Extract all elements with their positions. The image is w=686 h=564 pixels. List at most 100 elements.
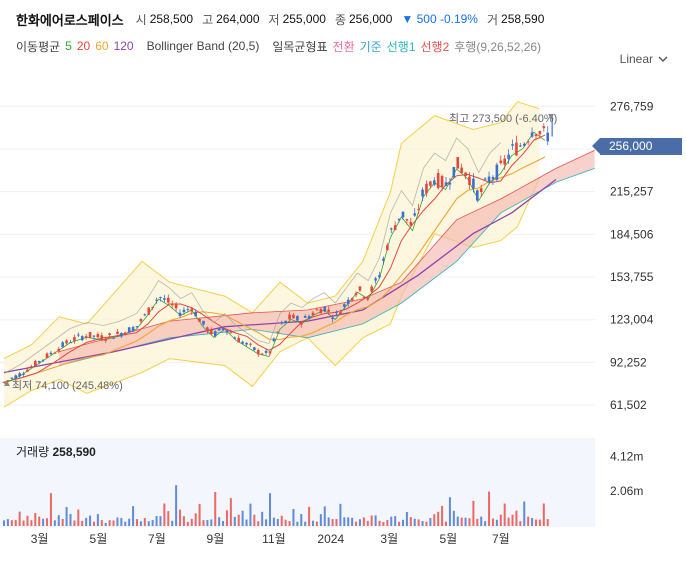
- volume-bar: [315, 521, 318, 526]
- volume-bar: [507, 517, 510, 526]
- volume-bar: [182, 516, 185, 526]
- candle-body: [2, 381, 6, 383]
- volume-bar: [14, 520, 17, 526]
- volume-bar: [202, 520, 205, 526]
- volume-bar: [73, 520, 76, 526]
- candle-body: [61, 342, 64, 347]
- candle-body: [186, 309, 190, 311]
- conversion-label[interactable]: 전환: [332, 39, 355, 54]
- candle-body: [237, 337, 240, 343]
- candle-body: [41, 359, 45, 361]
- volume-bar: [18, 511, 21, 526]
- candle-body: [264, 350, 268, 353]
- candle-body: [170, 303, 174, 306]
- candle-body: [456, 157, 460, 169]
- ma5-label[interactable]: 5: [65, 39, 72, 53]
- candle-body: [299, 322, 303, 325]
- candle-body: [507, 154, 510, 160]
- volume-bar: [362, 517, 365, 526]
- candle-body: [374, 278, 377, 281]
- candle-body: [92, 335, 96, 337]
- candle-body: [479, 188, 483, 192]
- candle-body: [77, 334, 80, 336]
- time-tick-label: 5월: [90, 532, 108, 546]
- time-tick-label: 7월: [148, 532, 166, 546]
- candle-body: [405, 219, 409, 221]
- candle-body: [213, 331, 217, 337]
- ma-label[interactable]: 이동평균: [16, 39, 61, 54]
- candle-body: [296, 316, 299, 321]
- time-tick-label: 3월: [31, 532, 49, 546]
- ma20-label[interactable]: 20: [76, 39, 91, 53]
- volume-label: 거: [486, 12, 499, 27]
- candle-body: [69, 342, 72, 344]
- candle-body: [530, 132, 534, 137]
- candle-body: [221, 328, 225, 331]
- volume-bar: [468, 518, 471, 526]
- volume-bar: [421, 521, 424, 526]
- volume-bar: [34, 513, 37, 526]
- quote-header: 한화에어로스페이스 시 258,500 고 264,000 저 255,000 …: [16, 10, 553, 28]
- volume-bar: [495, 519, 498, 526]
- volume-bar: [323, 506, 326, 526]
- candle-body: [120, 333, 123, 337]
- candlesticks: [2, 115, 553, 383]
- candle-body: [319, 309, 323, 314]
- bollinger-label[interactable]: Bollinger Band (20,5): [146, 39, 260, 53]
- candle-body: [370, 286, 373, 292]
- time-tick-label: 5월: [440, 532, 458, 546]
- volume-bar: [155, 516, 158, 526]
- candle-body: [483, 178, 487, 180]
- time-axis: 3월 5월 7월 9월 11월 2024 3월 5월 7월: [31, 532, 510, 546]
- candle-body: [225, 330, 229, 333]
- candle-body: [534, 134, 538, 137]
- indicator-legend: 이동평균 5 20 60 120 Bollinger Band (20,5) 일…: [16, 38, 546, 54]
- volume-bar: [327, 517, 330, 526]
- volume-bar: [534, 519, 537, 526]
- volume-bar: [511, 514, 514, 526]
- volume-bar: [425, 521, 428, 526]
- candle-body: [440, 175, 444, 187]
- candle-body: [245, 342, 248, 345]
- candle-body: [65, 340, 68, 344]
- volume-bar: [171, 520, 174, 526]
- volume-value: 258,590: [501, 12, 545, 26]
- ichimoku-cloud-fill: [59, 150, 595, 366]
- candle-body: [397, 218, 401, 221]
- volume-bar: [272, 517, 275, 526]
- volume-tick-label: 2.06m: [610, 484, 643, 498]
- ichimoku-label[interactable]: 일목균형표: [272, 39, 328, 54]
- volume-bar: [386, 519, 389, 526]
- volume-bar: [77, 509, 80, 526]
- volume-bar: [417, 519, 420, 526]
- base-label[interactable]: 기준: [359, 39, 382, 54]
- candle-body: [366, 297, 370, 300]
- candle-body: [546, 132, 550, 142]
- ma60-label[interactable]: 60: [95, 39, 109, 53]
- current-price-tag: 256,000: [592, 138, 682, 155]
- candle-body: [511, 144, 514, 146]
- volume-bar: [151, 519, 154, 526]
- ma120-label[interactable]: 120: [113, 39, 134, 53]
- volume-bar: [538, 519, 541, 526]
- candle-body: [233, 337, 237, 339]
- open-value: 258,500: [149, 12, 194, 26]
- scale-dropdown[interactable]: Linear: [620, 52, 668, 66]
- candle-body: [210, 329, 213, 335]
- volume-bar: [190, 518, 193, 526]
- lagging-label[interactable]: 후행(9,26,52,26): [454, 39, 542, 54]
- volume-bar: [484, 521, 487, 526]
- candle-body: [88, 331, 92, 338]
- volume-bar: [527, 516, 530, 526]
- volume-bar: [6, 519, 9, 526]
- span1-label[interactable]: 선행1: [386, 39, 416, 54]
- span2-label[interactable]: 선행2: [420, 39, 450, 54]
- volume-bar: [10, 520, 13, 526]
- volume-bar: [3, 520, 5, 526]
- volume-bar: [280, 515, 283, 526]
- volume-bar: [480, 516, 483, 526]
- volume-bar: [245, 519, 248, 526]
- candle-body: [409, 221, 413, 226]
- time-tick-label: 2024: [317, 532, 344, 546]
